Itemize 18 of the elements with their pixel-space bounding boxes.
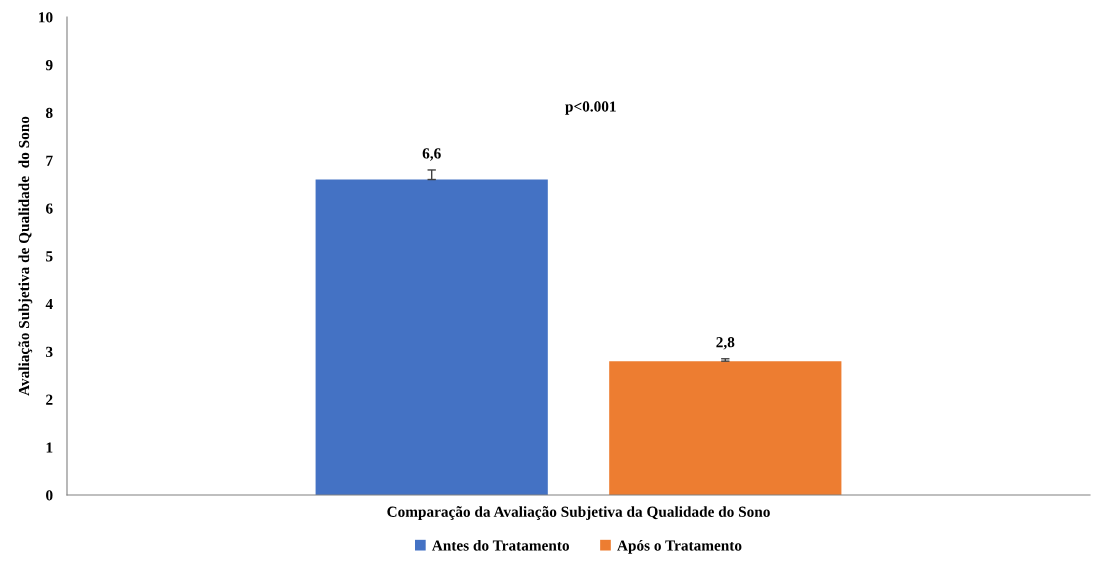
data-label: 6,6 [422,148,441,161]
y-tick-label: 1 [46,442,53,453]
y-tick-label: 10 [39,12,53,23]
y-tick-label: 0 [46,490,53,501]
y-tick-label: 6 [46,203,53,214]
y-axis-title: Avaliação Subjetiva de Qualidade do Sono [18,116,33,396]
y-tick-label: 2 [46,394,53,405]
y-tick-label: 8 [45,107,53,119]
y-tick-label: 9 [45,59,53,71]
y-tick-label: 7 [46,155,53,166]
y-tick-label: 5 [46,251,53,262]
annotation: p<0.001 [565,101,616,115]
legend-label: Após o Tratamento [617,539,742,554]
y-tick-label: 4 [45,299,53,310]
data-label: 2,8 [716,337,735,350]
legend-label: Antes do Tratamento [431,539,569,551]
y-tick-label: 3 [46,346,53,358]
x-tick-label: Comparação da Avaliação Subjetiva da Qualidade do Sono [387,506,770,520]
